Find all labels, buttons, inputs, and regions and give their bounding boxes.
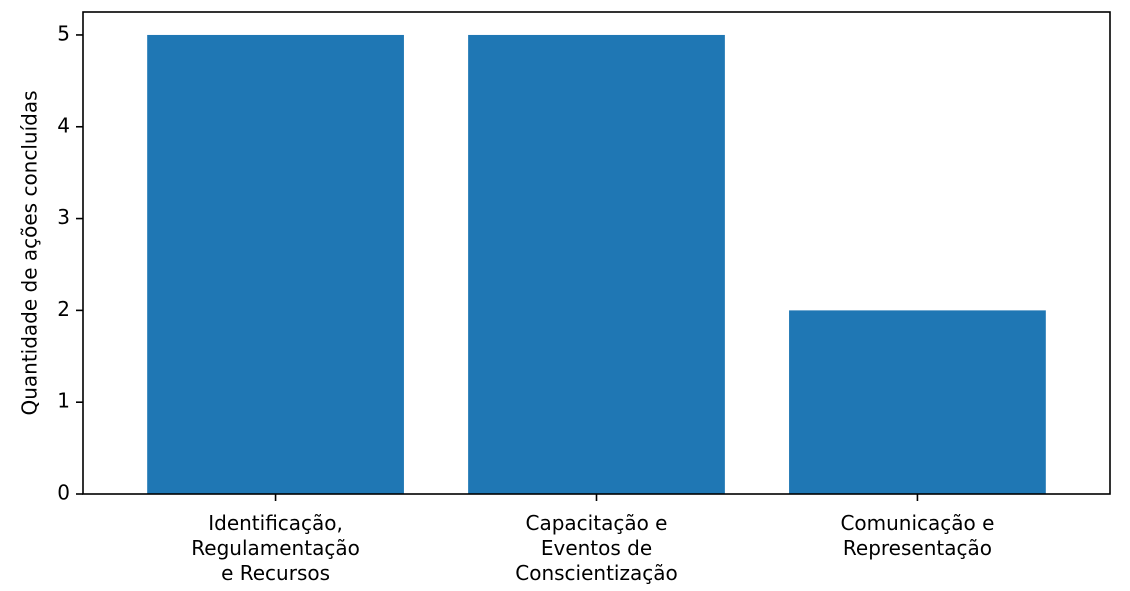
y-axis-ticks: 0 1 2 3 4 5: [57, 21, 83, 505]
bar-2: [468, 34, 725, 494]
bars-group: [147, 34, 1046, 494]
y-tick-label: 5: [57, 21, 70, 45]
y-tick-label: 3: [57, 205, 70, 229]
plot-frame: [82, 11, 1111, 495]
y-axis-label: Quantidade de ações concluídas: [18, 90, 42, 415]
x-tick-label: Comunicação e: [840, 511, 994, 535]
bar-3: [789, 310, 1046, 494]
y-tick-label: 2: [57, 297, 70, 321]
x-tick-label: Capacitação e: [526, 511, 668, 535]
x-tick-label: Eventos de: [541, 536, 652, 560]
x-tick-label: e Recursos: [221, 561, 330, 585]
bar-1: [147, 34, 404, 494]
x-tick-label: Conscientização: [515, 561, 677, 585]
x-tick-label: Representação: [843, 536, 992, 560]
x-tick-label: Regulamentação: [191, 536, 360, 560]
y-tick-label: 4: [57, 113, 70, 137]
x-tick-label: Identificação,: [208, 511, 343, 535]
y-tick-label: 1: [57, 389, 70, 413]
y-tick-label: 0: [57, 481, 70, 505]
